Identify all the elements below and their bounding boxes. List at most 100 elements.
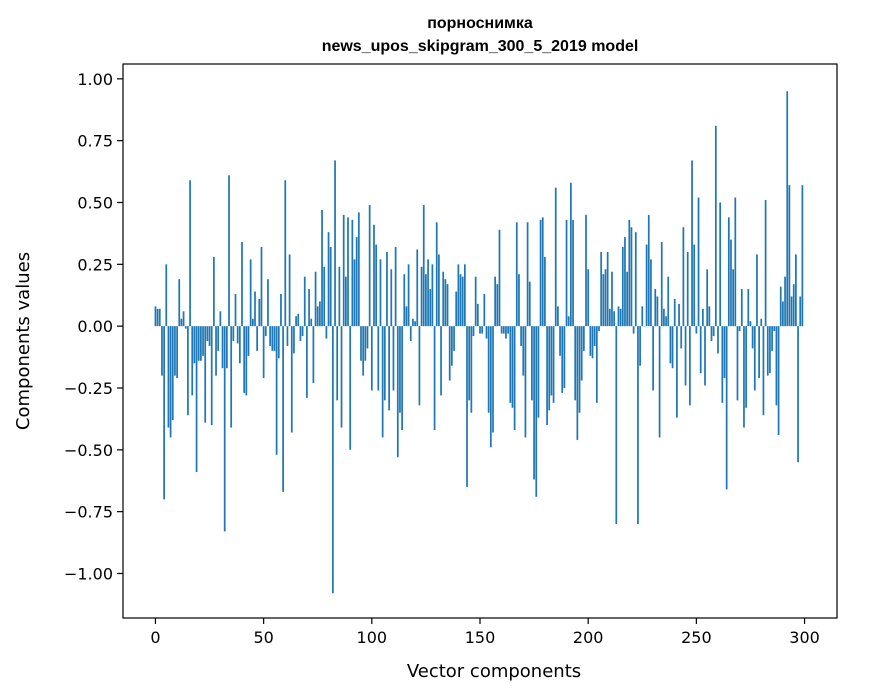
bar — [565, 219, 568, 327]
bar — [182, 311, 185, 327]
bar — [476, 303, 479, 327]
bar — [308, 289, 310, 327]
bar — [420, 266, 423, 327]
bar — [457, 264, 460, 327]
bar — [647, 214, 650, 327]
bar — [485, 326, 488, 339]
bar — [578, 326, 581, 413]
bar — [375, 244, 378, 327]
bar — [684, 326, 687, 386]
y-tick-label: −0.75 — [64, 503, 113, 522]
bar — [355, 237, 358, 327]
bar — [303, 276, 306, 327]
bar — [788, 185, 791, 327]
bar — [362, 326, 365, 376]
bar — [740, 289, 743, 327]
bar — [513, 326, 516, 431]
bar — [554, 187, 557, 327]
bar — [550, 326, 553, 396]
chart-title-line2: news_upos_skipgram_300_5_2019 model — [322, 38, 639, 55]
bar — [656, 296, 659, 327]
bar — [489, 326, 492, 448]
bar — [448, 326, 451, 381]
bar — [669, 326, 672, 364]
bar — [299, 326, 302, 341]
bar — [753, 326, 756, 391]
bar — [498, 229, 501, 327]
bar — [552, 326, 555, 403]
bar — [249, 259, 252, 327]
bar — [751, 326, 754, 349]
bar — [630, 227, 633, 327]
bar — [537, 326, 540, 418]
bar — [589, 326, 592, 356]
bar — [671, 326, 674, 369]
bar — [230, 326, 233, 428]
bar — [714, 125, 717, 327]
bar — [528, 281, 531, 327]
bar — [492, 326, 494, 433]
bar — [676, 326, 678, 418]
bar — [658, 326, 661, 438]
bar — [225, 326, 228, 369]
x-tick-label: 300 — [789, 628, 820, 647]
bar — [197, 326, 200, 361]
bar — [351, 219, 354, 327]
bar — [797, 326, 799, 463]
chart-title-line1: порноснимка — [427, 15, 533, 32]
y-tick-label: 0.75 — [77, 132, 113, 151]
bar — [429, 289, 432, 327]
bar — [202, 326, 204, 356]
bar — [505, 326, 507, 339]
bar — [617, 306, 620, 327]
bar — [782, 301, 784, 327]
bar — [184, 326, 187, 329]
bar — [435, 222, 438, 327]
bar — [407, 264, 410, 327]
bar — [615, 326, 618, 525]
bar — [392, 326, 395, 391]
bar — [165, 264, 168, 327]
bar — [507, 326, 509, 334]
bar — [200, 326, 202, 361]
bar — [738, 326, 741, 332]
bar — [650, 259, 652, 327]
bar — [163, 326, 165, 500]
bar — [394, 247, 397, 327]
bar — [444, 279, 447, 327]
bar — [494, 276, 497, 327]
bar — [483, 294, 486, 327]
bar — [764, 200, 767, 327]
bar — [463, 264, 466, 327]
bar — [548, 326, 551, 411]
bar — [453, 326, 455, 351]
bar — [332, 326, 334, 594]
bar — [396, 326, 399, 458]
bar — [176, 326, 178, 379]
bar — [461, 276, 464, 327]
bar — [682, 227, 685, 327]
bar — [600, 251, 603, 327]
bar — [608, 308, 611, 327]
bar — [418, 326, 421, 406]
bar — [743, 326, 745, 428]
y-tick-label: −0.50 — [64, 441, 113, 460]
bar — [673, 298, 676, 327]
bar — [178, 279, 181, 327]
bar — [515, 222, 518, 327]
bar — [567, 316, 570, 327]
bar — [570, 182, 572, 327]
bar — [637, 326, 639, 525]
bar — [546, 326, 548, 426]
bar — [557, 306, 559, 327]
bar — [522, 326, 525, 376]
y-tick-label: 1.00 — [77, 70, 113, 89]
bar — [247, 326, 250, 356]
y-tick-label: −1.00 — [64, 564, 113, 583]
bar — [167, 326, 170, 428]
bar — [353, 259, 356, 327]
x-tick-label: 50 — [253, 628, 273, 647]
bar — [427, 259, 429, 327]
bar — [228, 175, 230, 327]
bar — [344, 276, 347, 327]
